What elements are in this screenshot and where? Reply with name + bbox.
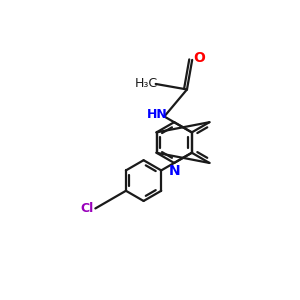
Text: O: O (193, 51, 205, 65)
Text: N: N (168, 164, 180, 178)
Text: HN: HN (147, 108, 168, 121)
Text: H₃C: H₃C (135, 77, 158, 90)
Text: Cl: Cl (81, 202, 94, 215)
